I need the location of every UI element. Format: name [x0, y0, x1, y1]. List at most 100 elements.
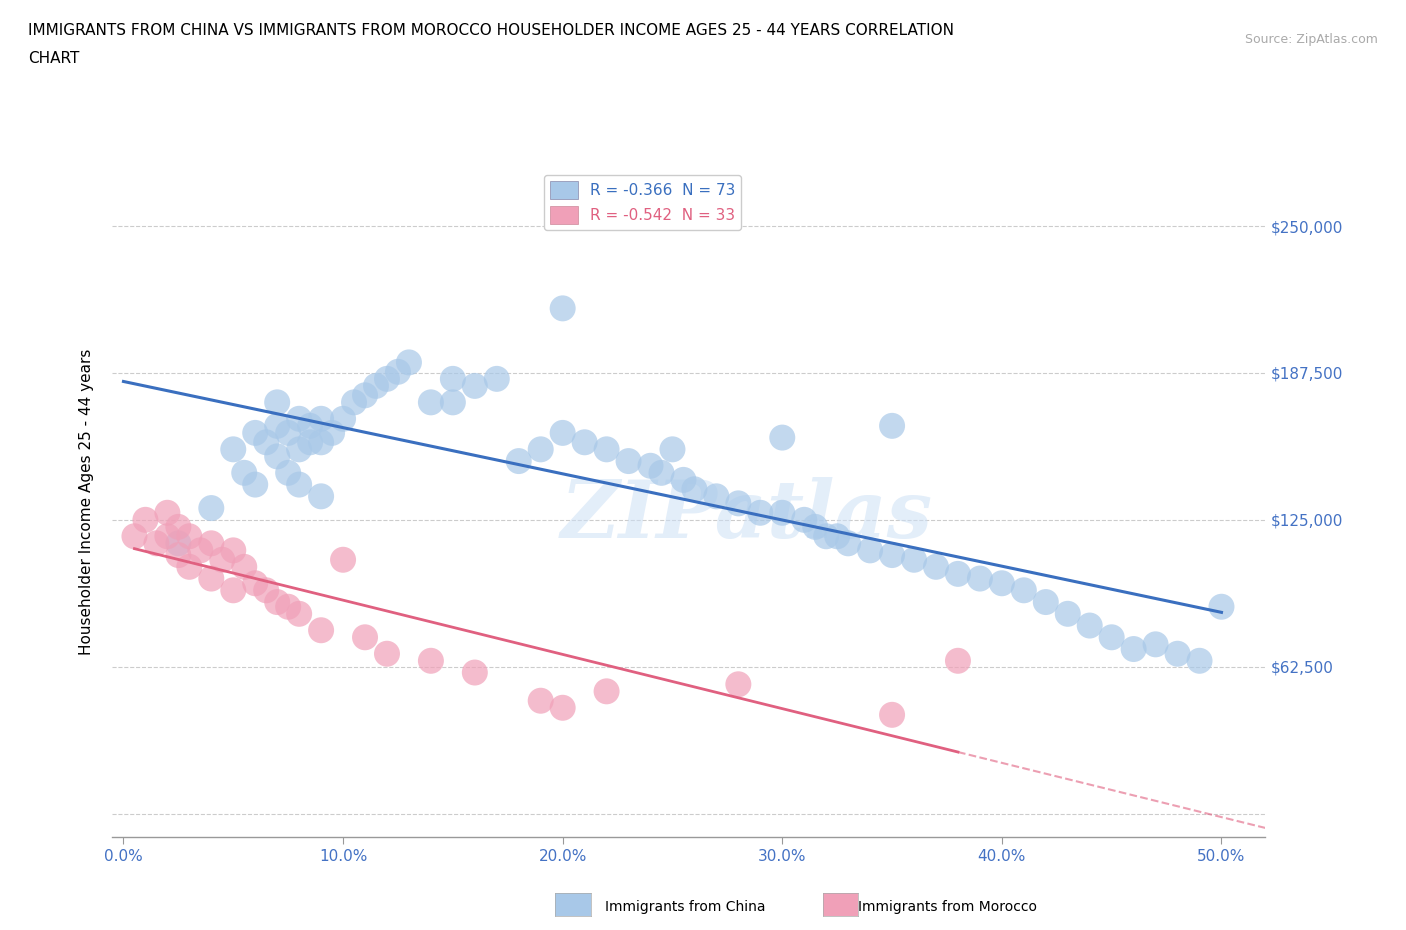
Text: ZIPatlas: ZIPatlas: [561, 477, 932, 554]
Point: [1078, 618, 1101, 633]
Text: Immigrants from Morocco: Immigrants from Morocco: [858, 899, 1036, 914]
Point: [309, 489, 332, 504]
Point: [530, 693, 553, 708]
Point: [574, 435, 596, 450]
Point: [551, 425, 574, 440]
Point: [288, 477, 311, 492]
Point: [233, 559, 256, 574]
Point: [354, 630, 377, 644]
Point: [354, 388, 377, 403]
Point: [837, 536, 859, 551]
Point: [167, 548, 190, 563]
Point: [266, 395, 288, 410]
Point: [880, 418, 903, 433]
Point: [288, 606, 311, 621]
Point: [530, 442, 553, 457]
Point: [925, 559, 948, 574]
Point: [254, 583, 277, 598]
Point: [508, 454, 530, 469]
Text: CHART: CHART: [28, 51, 80, 66]
Point: [222, 543, 245, 558]
Point: [309, 623, 332, 638]
Point: [1211, 599, 1233, 614]
Point: [245, 425, 267, 440]
Point: [485, 371, 508, 386]
Point: [299, 418, 322, 433]
Point: [200, 536, 222, 551]
Point: [727, 496, 749, 511]
Point: [815, 529, 838, 544]
Point: [991, 576, 1014, 591]
Point: [640, 458, 662, 473]
Point: [825, 529, 848, 544]
Point: [288, 411, 311, 426]
Point: [859, 543, 882, 558]
Point: [706, 489, 728, 504]
Point: [222, 583, 245, 598]
Point: [880, 548, 903, 563]
Point: [266, 449, 288, 464]
Point: [1188, 654, 1211, 669]
Point: [387, 365, 409, 379]
Point: [1101, 630, 1123, 644]
Point: [375, 646, 398, 661]
Y-axis label: Householder Income Ages 25 - 44 years: Householder Income Ages 25 - 44 years: [79, 349, 94, 656]
Text: IMMIGRANTS FROM CHINA VS IMMIGRANTS FROM MOROCCO HOUSEHOLDER INCOME AGES 25 - 44: IMMIGRANTS FROM CHINA VS IMMIGRANTS FROM…: [28, 23, 955, 38]
Point: [254, 435, 277, 450]
Point: [156, 529, 179, 544]
Point: [343, 395, 366, 410]
Point: [441, 395, 464, 410]
Point: [551, 301, 574, 316]
Point: [1056, 606, 1078, 621]
Point: [233, 465, 256, 480]
Point: [650, 465, 672, 480]
Point: [188, 543, 211, 558]
Point: [464, 379, 486, 393]
Point: [1035, 594, 1057, 609]
Point: [134, 512, 156, 527]
Point: [1167, 646, 1189, 661]
Point: [222, 442, 245, 457]
Point: [793, 512, 815, 527]
Point: [946, 654, 969, 669]
Point: [167, 520, 190, 535]
Point: [1012, 583, 1035, 598]
Point: [266, 594, 288, 609]
Point: [770, 431, 793, 445]
Point: [124, 529, 146, 544]
Point: [200, 500, 222, 515]
Point: [179, 559, 201, 574]
Text: Source: ZipAtlas.com: Source: ZipAtlas.com: [1244, 33, 1378, 46]
Point: [299, 435, 322, 450]
Point: [321, 425, 343, 440]
Point: [595, 442, 617, 457]
Point: [1144, 637, 1167, 652]
Point: [277, 465, 299, 480]
Point: [179, 529, 201, 544]
Point: [332, 552, 354, 567]
Point: [245, 576, 267, 591]
Point: [880, 708, 903, 723]
Point: [727, 677, 749, 692]
Point: [683, 482, 706, 497]
Point: [156, 505, 179, 520]
Text: Immigrants from China: Immigrants from China: [605, 899, 765, 914]
Point: [167, 536, 190, 551]
Point: [595, 684, 617, 698]
Point: [309, 435, 332, 450]
Point: [804, 520, 827, 535]
Point: [661, 442, 683, 457]
Point: [245, 477, 267, 492]
Point: [211, 552, 233, 567]
Point: [288, 442, 311, 457]
Point: [749, 505, 772, 520]
Point: [200, 571, 222, 586]
Point: [332, 411, 354, 426]
Legend: R = -0.366  N = 73, R = -0.542  N = 33: R = -0.366 N = 73, R = -0.542 N = 33: [544, 175, 741, 231]
Point: [266, 418, 288, 433]
Point: [464, 665, 486, 680]
Point: [969, 571, 991, 586]
Point: [441, 371, 464, 386]
Point: [277, 425, 299, 440]
Point: [672, 472, 695, 487]
